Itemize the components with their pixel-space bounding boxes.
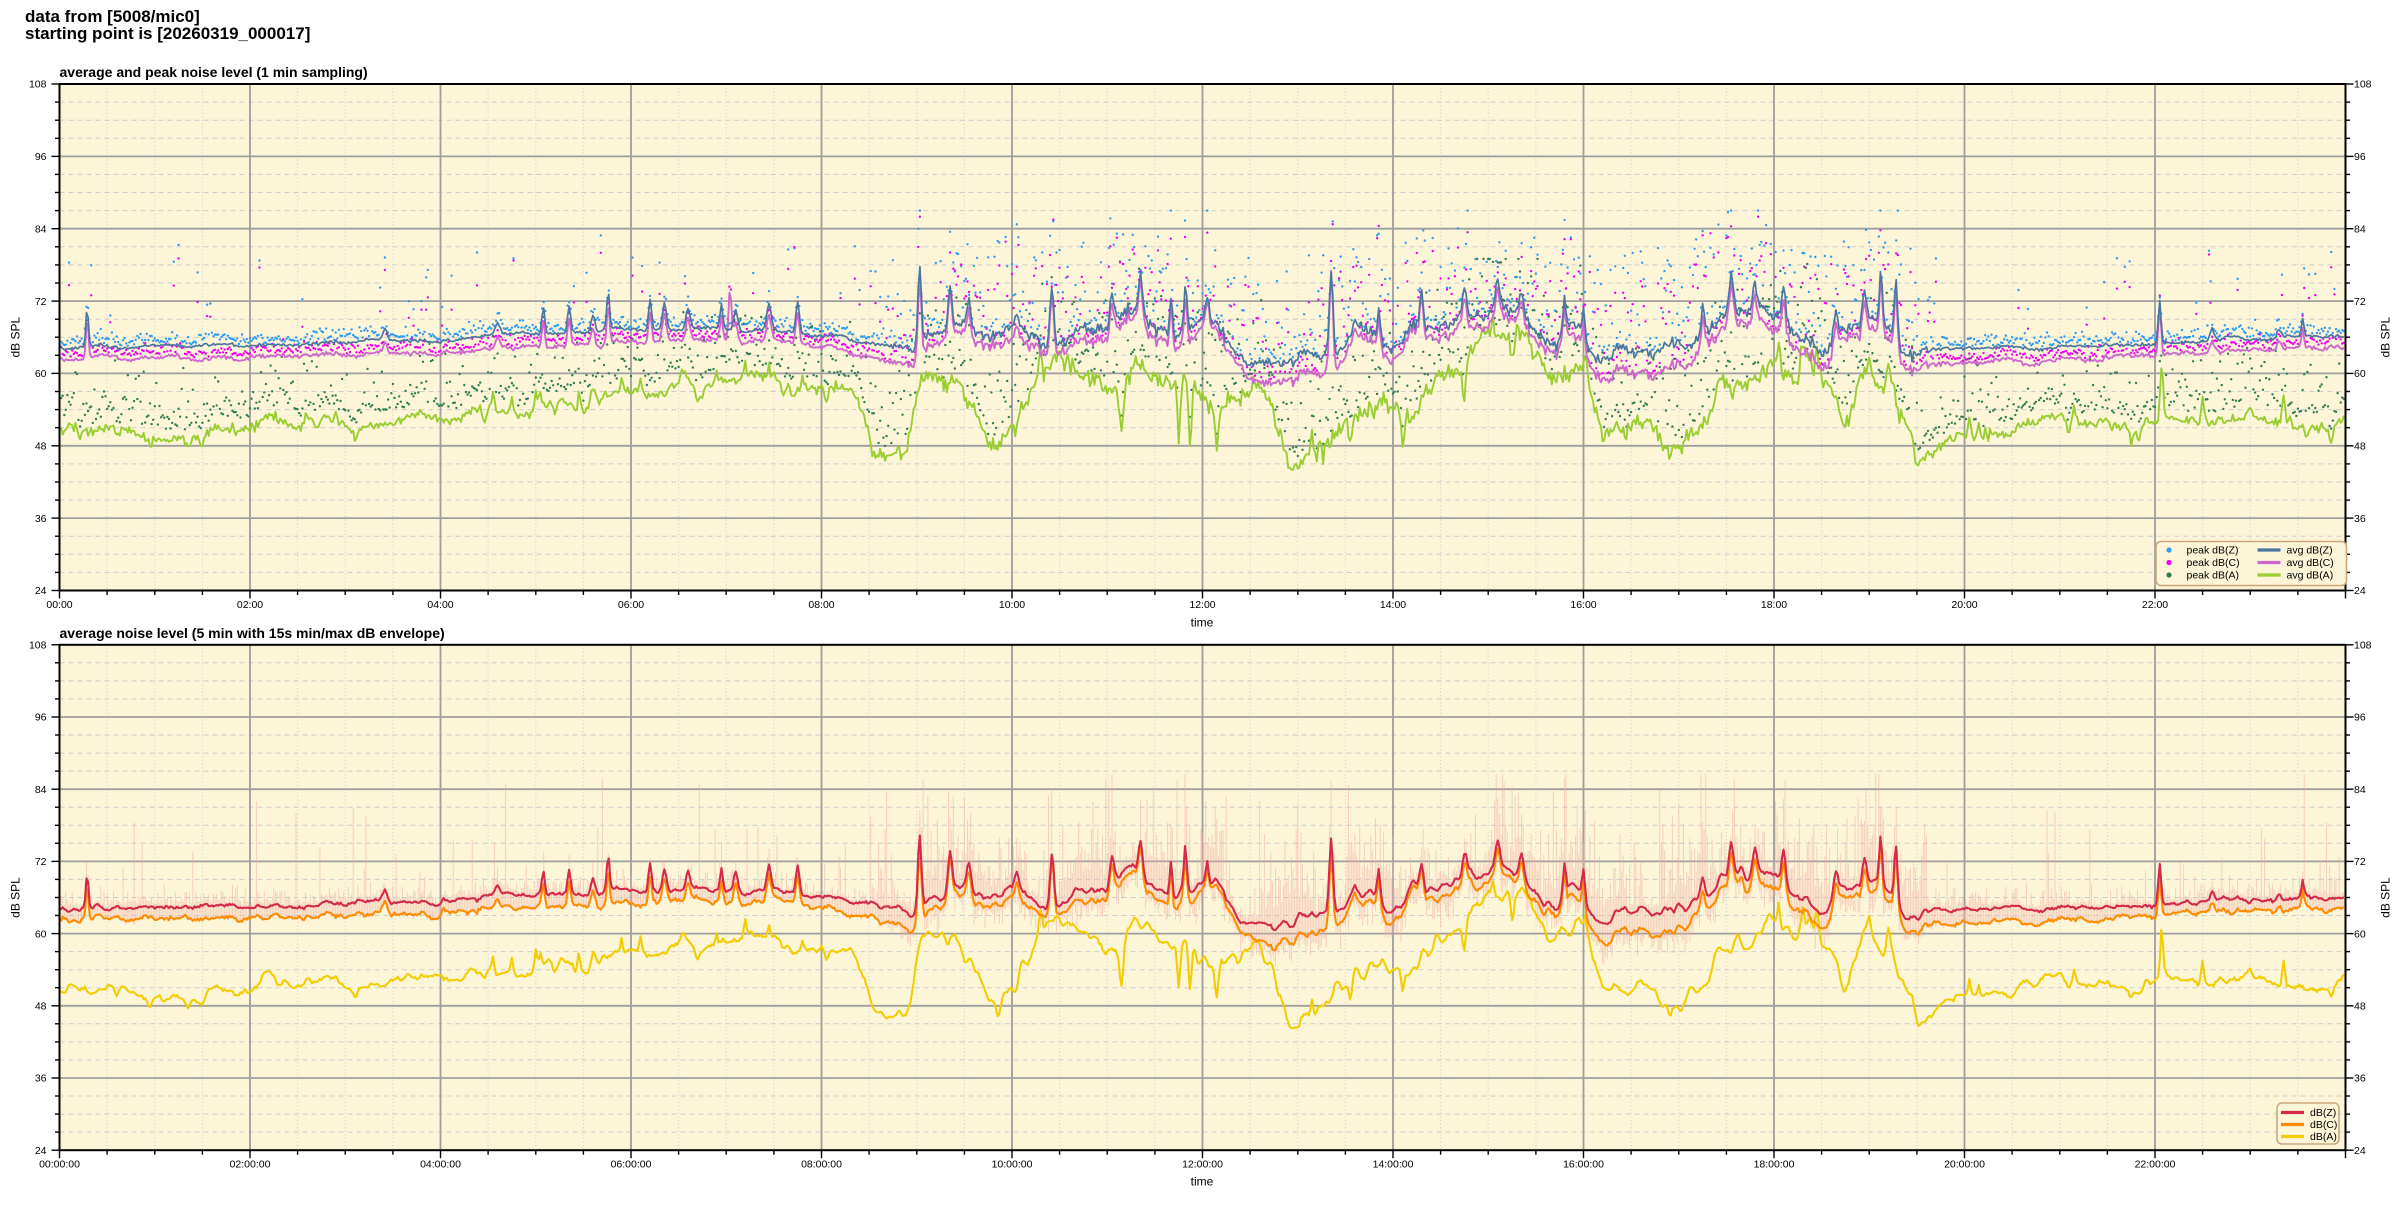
svg-text:18:00: 18:00 — [1761, 599, 1787, 611]
svg-text:12:00:00: 12:00:00 — [1182, 1159, 1223, 1171]
svg-text:36: 36 — [35, 513, 47, 525]
svg-text:36: 36 — [2354, 1073, 2366, 1085]
svg-text:22:00: 22:00 — [2142, 599, 2168, 611]
svg-text:60: 60 — [35, 928, 47, 940]
svg-text:24: 24 — [2354, 1145, 2366, 1157]
svg-text:36: 36 — [35, 1073, 47, 1085]
svg-text:60: 60 — [2354, 368, 2366, 380]
svg-text:36: 36 — [2354, 513, 2366, 525]
svg-text:avg dB(C): avg dB(C) — [2287, 557, 2334, 569]
svg-text:108: 108 — [29, 79, 47, 91]
svg-text:04:00: 04:00 — [427, 599, 453, 611]
svg-text:dB(A): dB(A) — [2310, 1131, 2337, 1143]
svg-text:10:00: 10:00 — [999, 599, 1025, 611]
svg-text:84: 84 — [35, 784, 47, 796]
svg-text:peak dB(C): peak dB(C) — [2187, 557, 2240, 569]
svg-text:08:00: 08:00 — [808, 599, 834, 611]
svg-text:06:00:00: 06:00:00 — [611, 1159, 652, 1171]
svg-text:avg dB(Z): avg dB(Z) — [2287, 545, 2333, 557]
svg-text:72: 72 — [2354, 296, 2366, 308]
svg-text:20:00: 20:00 — [1951, 599, 1977, 611]
svg-text:84: 84 — [35, 223, 47, 235]
svg-text:04:00:00: 04:00:00 — [420, 1159, 461, 1171]
svg-text:48: 48 — [2354, 441, 2366, 453]
svg-text:dB(Z): dB(Z) — [2310, 1107, 2336, 1119]
svg-text:16:00: 16:00 — [1570, 599, 1596, 611]
svg-text:96: 96 — [2354, 151, 2366, 163]
svg-text:108: 108 — [29, 640, 47, 652]
svg-text:time: time — [1191, 1175, 1214, 1189]
svg-text:14:00:00: 14:00:00 — [1373, 1159, 1414, 1171]
svg-text:24: 24 — [35, 1145, 47, 1157]
svg-text:84: 84 — [2354, 223, 2366, 235]
svg-text:12:00: 12:00 — [1189, 599, 1215, 611]
svg-text:60: 60 — [35, 368, 47, 380]
svg-text:96: 96 — [35, 712, 47, 724]
svg-text:00:00:00: 00:00:00 — [39, 1159, 80, 1171]
svg-text:60: 60 — [2354, 928, 2366, 940]
svg-text:average and peak noise level (: average and peak noise level (1 min samp… — [60, 64, 368, 80]
svg-text:average noise level (5 min wit: average noise level (5 min with 15s min/… — [60, 625, 445, 641]
svg-text:time: time — [1191, 616, 1214, 630]
svg-text:20:00:00: 20:00:00 — [1944, 1159, 1985, 1171]
svg-text:48: 48 — [35, 1001, 47, 1013]
svg-text:dB SPL: dB SPL — [2379, 317, 2393, 358]
svg-text:18:00:00: 18:00:00 — [1754, 1159, 1795, 1171]
svg-text:96: 96 — [2354, 712, 2366, 724]
svg-text:24: 24 — [35, 585, 47, 597]
svg-text:avg dB(A): avg dB(A) — [2287, 570, 2334, 582]
svg-text:dB(C): dB(C) — [2310, 1119, 2337, 1131]
svg-text:00:00: 00:00 — [46, 599, 72, 611]
svg-text:22:00:00: 22:00:00 — [2135, 1159, 2176, 1171]
svg-text:48: 48 — [35, 441, 47, 453]
svg-text:108: 108 — [2354, 640, 2372, 652]
svg-text:16:00:00: 16:00:00 — [1563, 1159, 1604, 1171]
svg-text:02:00: 02:00 — [237, 599, 263, 611]
svg-text:dB SPL: dB SPL — [9, 877, 23, 918]
svg-text:data from [5008/mic0]: data from [5008/mic0] — [25, 7, 200, 26]
svg-text:peak dB(Z): peak dB(Z) — [2187, 545, 2239, 557]
svg-text:24: 24 — [2354, 585, 2366, 597]
svg-text:108: 108 — [2354, 79, 2372, 91]
svg-text:dB SPL: dB SPL — [2379, 877, 2393, 918]
svg-text:72: 72 — [35, 856, 47, 868]
svg-text:84: 84 — [2354, 784, 2366, 796]
svg-text:06:00: 06:00 — [618, 599, 644, 611]
svg-text:14:00: 14:00 — [1380, 599, 1406, 611]
svg-text:starting point is [20260319_00: starting point is [20260319_000017] — [25, 24, 310, 43]
svg-text:02:00:00: 02:00:00 — [230, 1159, 271, 1171]
svg-text:72: 72 — [35, 296, 47, 308]
svg-text:08:00:00: 08:00:00 — [801, 1159, 842, 1171]
svg-text:96: 96 — [35, 151, 47, 163]
svg-text:10:00:00: 10:00:00 — [992, 1159, 1033, 1171]
svg-text:dB SPL: dB SPL — [9, 317, 23, 358]
svg-text:48: 48 — [2354, 1001, 2366, 1013]
svg-text:peak dB(A): peak dB(A) — [2187, 570, 2240, 582]
svg-text:72: 72 — [2354, 856, 2366, 868]
